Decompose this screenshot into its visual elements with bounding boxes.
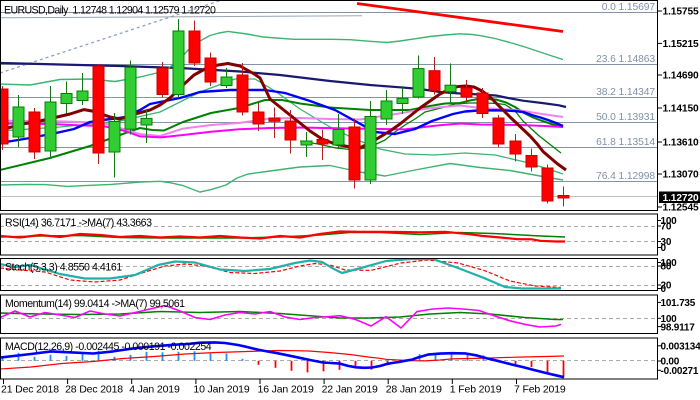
- svg-text:28 Dec 2018: 28 Dec 2018: [65, 384, 123, 396]
- svg-text:1.12545: 1.12545: [663, 203, 700, 214]
- svg-text:10 Jan 2019: 10 Jan 2019: [193, 384, 249, 396]
- svg-text:1.14150: 1.14150: [663, 104, 700, 115]
- svg-text:38.2 1.14347: 38.2 1.14347: [596, 87, 655, 98]
- svg-text:76.4 1.12998: 76.4 1.12998: [596, 171, 655, 182]
- svg-text:22 Jan 2019: 22 Jan 2019: [322, 384, 378, 396]
- svg-text:0: 0: [661, 284, 667, 295]
- svg-text:1 Feb 2019: 1 Feb 2019: [450, 384, 502, 396]
- svg-text:100: 100: [661, 314, 678, 325]
- svg-text:RSI(14) 36.7171 ->MA(7) 43.36: RSI(14) 36.7171 ->MA(7) 43.3663: [5, 217, 152, 229]
- svg-text:20: 20: [661, 281, 672, 292]
- svg-text:1.13070: 1.13070: [663, 170, 700, 181]
- svg-text:30: 30: [661, 237, 672, 248]
- svg-text:100: 100: [661, 258, 678, 269]
- svg-text:7 Feb 2019: 7 Feb 2019: [514, 384, 566, 396]
- svg-text:0.003134: 0.003134: [661, 342, 700, 353]
- svg-text:100: 100: [661, 216, 678, 227]
- svg-text:28 Jan 2019: 28 Jan 2019: [386, 384, 442, 396]
- svg-text:1.15755: 1.15755: [663, 7, 700, 18]
- svg-text:0.00: 0.00: [661, 357, 680, 368]
- svg-text:MACD(12,26,9) -0.002445 -0.000: MACD(12,26,9) -0.002445 -0.000191 -0.002…: [5, 341, 212, 353]
- svg-text:61.8 1.13514: 61.8 1.13514: [596, 137, 655, 148]
- svg-text:-0.00271: -0.00271: [661, 366, 699, 377]
- svg-text:50.0 1.13931: 50.0 1.13931: [596, 112, 655, 123]
- svg-text:23.6 1.14863: 23.6 1.14863: [596, 54, 655, 65]
- svg-text:1.15215: 1.15215: [663, 39, 700, 50]
- svg-text:16 Jan 2019: 16 Jan 2019: [258, 384, 314, 396]
- svg-text:Stoch(5,3,3) 4.8550 4.4161: Stoch(5,3,3) 4.8550 4.4161: [5, 261, 122, 273]
- svg-text:70: 70: [661, 222, 672, 233]
- svg-text:EURUSD,Daily 1.12748 1.12904: EURUSD,Daily 1.12748 1.12904 1.12579 1.1…: [4, 5, 216, 17]
- svg-text:80: 80: [661, 262, 672, 273]
- svg-text:101.735: 101.735: [661, 298, 696, 309]
- svg-text:21 Dec 2018: 21 Dec 2018: [1, 384, 59, 396]
- svg-text:1.12720: 1.12720: [663, 193, 700, 204]
- svg-text:0: 0: [661, 243, 667, 254]
- svg-text:0.0 1.15697: 0.0 1.15697: [602, 2, 656, 13]
- svg-text:1.14690: 1.14690: [663, 71, 700, 82]
- svg-text:4 Jan 2019: 4 Jan 2019: [129, 384, 180, 396]
- svg-text:1.13610: 1.13610: [663, 138, 700, 149]
- svg-text:98.9117: 98.9117: [661, 322, 696, 333]
- svg-text:Momentum(14) 99.0414 ->MA(7): Momentum(14) 99.0414 ->MA(7) 99,5061: [5, 298, 185, 310]
